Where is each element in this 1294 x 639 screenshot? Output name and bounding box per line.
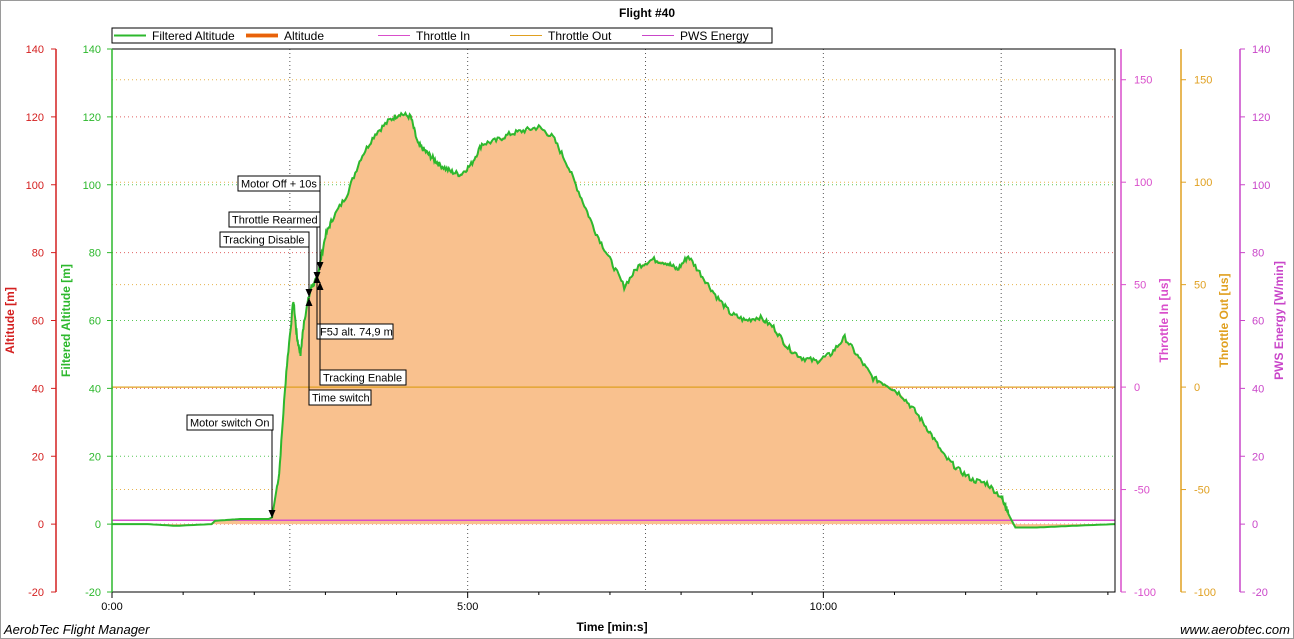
footer-app-name: AerobTec Flight Manager [3, 622, 150, 637]
filtered-altitude-tick-label: 20 [89, 451, 101, 463]
throttle-out-tick-label: -50 [1194, 485, 1210, 497]
legend-item-label: Altitude [284, 29, 324, 43]
annotation-box [219, 231, 310, 248]
throttle-out-tick-label: 150 [1194, 75, 1212, 87]
throttle-in-tick-label: -100 [1134, 587, 1156, 599]
annotation-label: Motor Off + 10s [241, 179, 317, 191]
filtered-altitude-tick-label: -20 [85, 587, 101, 599]
filtered-altitude-tick-label: 140 [83, 44, 101, 56]
annotation-label: F5J alt. 74,9 m [320, 327, 393, 339]
annotation-label: Throttle Rearmed [232, 215, 318, 227]
altitude-tick-label: 60 [32, 316, 44, 328]
footer-url: www.aerobtec.com [1180, 622, 1290, 637]
altitude-tick-label: 80 [32, 248, 44, 260]
annotation-label: Tracking Enable [323, 373, 402, 385]
legend-box [111, 27, 773, 44]
legend-item-label: PWS Energy [680, 29, 749, 43]
annotation-arrow-icon [305, 298, 313, 306]
annotation-box [308, 389, 372, 406]
throttle-out-tick-label: 0 [1194, 382, 1200, 394]
pws-energy-tick-label: 40 [1252, 383, 1264, 395]
altitude-tick-label: 100 [26, 180, 44, 192]
annotation-arrow-icon [313, 275, 321, 283]
annotation-arrow-icon [268, 510, 276, 518]
chart-title: Flight #40 [619, 6, 675, 20]
throttle-in-tick-label: 0 [1134, 382, 1140, 394]
filtered-altitude-tick-label: 40 [89, 383, 101, 395]
x-tick-label: 0:00 [101, 601, 122, 613]
throttle-in-axis-title: Throttle In [us] [1157, 279, 1171, 363]
altitude-tick-label: -20 [28, 587, 44, 599]
throttle-out-axis-title: Throttle Out [us] [1217, 274, 1231, 368]
legend-item-label: Throttle In [416, 29, 470, 43]
altitude-tick-label: 0 [38, 519, 44, 531]
x-tick-label: 5:00 [457, 601, 478, 613]
pws-energy-tick-label: 0 [1252, 519, 1258, 531]
annotation-label: Time switch [312, 393, 370, 405]
pws-energy-tick-label: 80 [1252, 248, 1264, 260]
filtered-altitude-tick-label: 120 [83, 112, 101, 124]
annotation-arrow-icon [316, 262, 324, 270]
pws-energy-axis-title: PWS Energy [W/min] [1272, 261, 1286, 380]
annotation-box [319, 369, 407, 386]
annotation-box [316, 323, 394, 340]
pws-energy-tick-label: -20 [1252, 587, 1268, 599]
pws-energy-tick-label: 20 [1252, 451, 1264, 463]
legend-item-label: Filtered Altitude [152, 29, 235, 43]
altitude-axis-title: Altitude [m] [3, 287, 17, 354]
throttle-in-tick-label: 150 [1134, 75, 1152, 87]
annotation-label: Tracking Disable [223, 235, 305, 247]
annotation-box [237, 175, 321, 192]
throttle-out-tick-label: -100 [1194, 587, 1216, 599]
annotation-box [186, 414, 274, 431]
x-tick-label: 10:00 [810, 601, 838, 613]
pws-energy-tick-label: 140 [1252, 44, 1270, 56]
pws-energy-tick-label: 120 [1252, 112, 1270, 124]
filtered-altitude-axis-title: Filtered Altitude [m] [59, 264, 73, 377]
altitude-tick-label: 40 [32, 383, 44, 395]
legend-item-label: Throttle Out [548, 29, 612, 43]
annotation-label: Motor switch On [190, 418, 269, 430]
throttle-in-tick-label: -50 [1134, 485, 1150, 497]
pws-energy-tick-label: 100 [1252, 180, 1270, 192]
filtered-altitude-tick-label: 80 [89, 248, 101, 260]
series-altitude-area [112, 113, 1115, 528]
throttle-in-tick-label: 100 [1134, 177, 1152, 189]
throttle-out-tick-label: 50 [1194, 280, 1206, 292]
altitude-tick-label: 120 [26, 112, 44, 124]
altitude-tick-label: 140 [26, 44, 44, 56]
x-axis-label: Time [min:s] [576, 620, 647, 634]
annotation-arrow-icon [305, 289, 313, 297]
filtered-altitude-tick-label: 100 [83, 180, 101, 192]
annotation-arrow-icon [316, 282, 324, 290]
series-filtered-altitude-line [112, 110, 1116, 529]
filtered-altitude-tick-label: 0 [95, 519, 101, 531]
throttle-out-tick-label: 100 [1194, 177, 1212, 189]
pws-energy-tick-label: 60 [1252, 316, 1264, 328]
altitude-tick-label: 20 [32, 451, 44, 463]
throttle-in-tick-label: 50 [1134, 280, 1146, 292]
filtered-altitude-tick-label: 60 [89, 316, 101, 328]
